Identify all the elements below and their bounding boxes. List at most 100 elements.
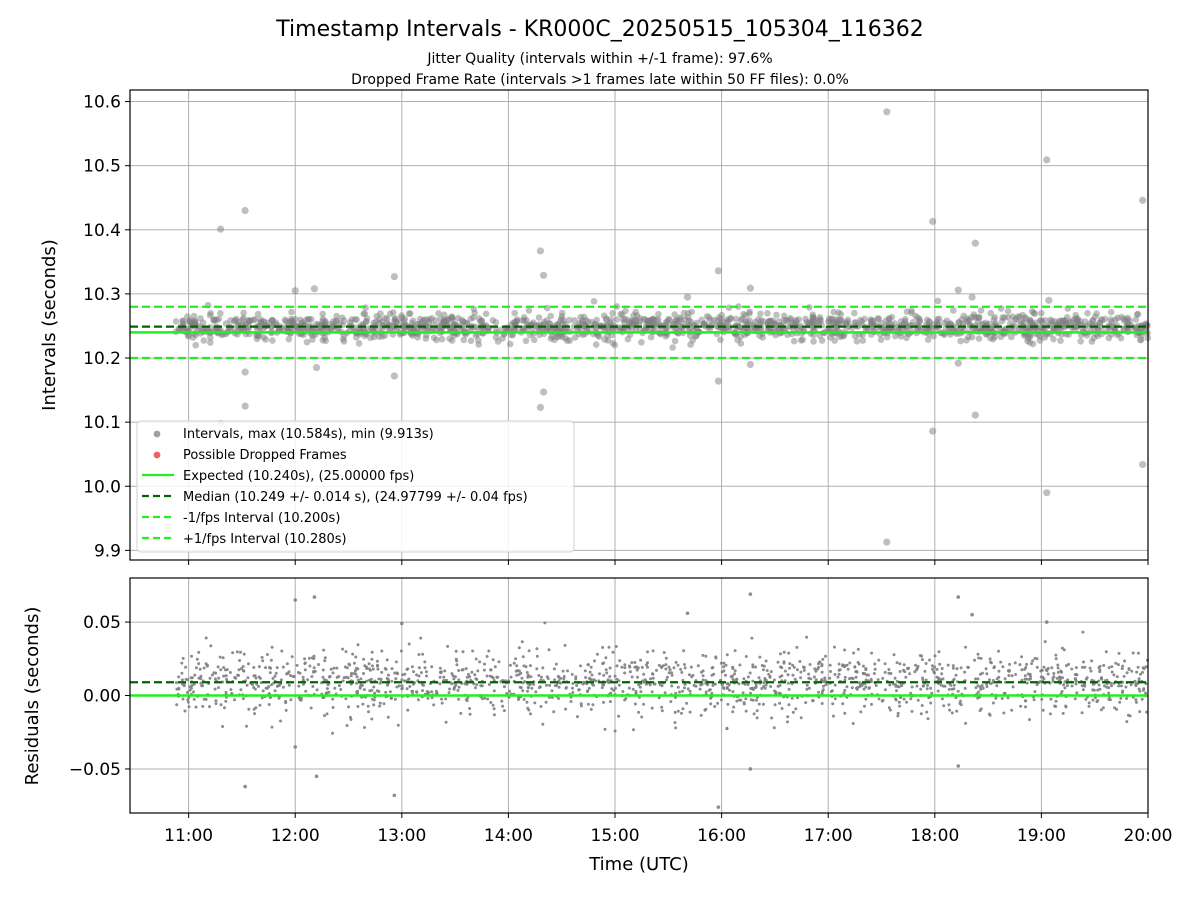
residual-point bbox=[897, 700, 901, 704]
residual-point bbox=[791, 663, 795, 667]
outlier-point bbox=[954, 359, 962, 367]
residual-point bbox=[247, 662, 250, 666]
interval-point bbox=[735, 303, 742, 310]
residual-point bbox=[438, 675, 442, 679]
residual-point bbox=[274, 671, 278, 675]
residual-point bbox=[795, 645, 799, 649]
residual-point bbox=[772, 726, 776, 730]
residual-point bbox=[786, 673, 790, 677]
residual-point bbox=[1142, 687, 1146, 691]
residual-point bbox=[465, 699, 469, 703]
interval-point bbox=[1056, 317, 1063, 325]
residual-point bbox=[690, 675, 694, 679]
residual-point bbox=[474, 657, 478, 661]
residual-point bbox=[237, 668, 241, 672]
residual-point bbox=[363, 726, 366, 729]
residual-point bbox=[487, 683, 491, 686]
residual-point bbox=[1024, 705, 1027, 709]
residual-point bbox=[829, 670, 832, 673]
residual-point bbox=[1062, 683, 1066, 687]
residual-point bbox=[997, 669, 1001, 673]
residual-point bbox=[491, 676, 495, 680]
residual-point bbox=[1049, 697, 1053, 701]
residual-point bbox=[233, 698, 236, 702]
residual-point bbox=[921, 678, 925, 682]
residual-point bbox=[731, 674, 734, 678]
residual-point bbox=[254, 706, 258, 710]
residual-point bbox=[491, 658, 495, 662]
residual-point bbox=[940, 672, 944, 676]
residual-point bbox=[355, 681, 359, 685]
residual-point bbox=[767, 672, 771, 676]
residual-point bbox=[483, 662, 486, 666]
residual-point bbox=[833, 645, 836, 649]
residual-point bbox=[1025, 681, 1029, 685]
outlier-point bbox=[312, 364, 321, 372]
y-tick-label: 0.05 bbox=[83, 613, 121, 633]
residual-point bbox=[933, 654, 937, 658]
y-tick-label: 10.6 bbox=[83, 93, 121, 113]
residual-point bbox=[681, 707, 685, 711]
outlier-point bbox=[716, 805, 721, 809]
residual-point bbox=[261, 659, 265, 663]
residual-point bbox=[790, 696, 794, 700]
interval-point bbox=[717, 336, 724, 344]
residual-point bbox=[805, 683, 809, 687]
residual-point bbox=[651, 676, 655, 680]
residual-point bbox=[869, 677, 873, 681]
residual-point bbox=[253, 674, 257, 678]
residual-point bbox=[444, 720, 448, 724]
outlier-point bbox=[956, 595, 961, 599]
residual-point bbox=[883, 688, 887, 692]
residual-point bbox=[704, 707, 708, 711]
residual-point bbox=[500, 699, 504, 703]
residual-point bbox=[910, 709, 914, 713]
residual-point bbox=[411, 689, 415, 693]
interval-point bbox=[780, 316, 788, 324]
residual-point bbox=[630, 675, 634, 679]
residual-point bbox=[279, 678, 283, 682]
interval-point bbox=[977, 307, 985, 314]
residual-point bbox=[430, 665, 434, 669]
residual-point bbox=[325, 691, 329, 695]
residual-point bbox=[870, 702, 873, 706]
residual-point bbox=[837, 672, 841, 676]
residual-point bbox=[395, 671, 399, 675]
residual-point bbox=[848, 661, 852, 665]
residual-point bbox=[754, 683, 758, 686]
outlier-point bbox=[883, 538, 891, 546]
residual-point bbox=[651, 649, 655, 653]
residual-point bbox=[660, 684, 664, 688]
residual-point bbox=[499, 680, 503, 684]
interval-point bbox=[851, 332, 859, 340]
residual-point bbox=[929, 701, 933, 705]
residual-point bbox=[603, 727, 607, 731]
residual-point bbox=[1003, 677, 1007, 681]
residual-point bbox=[1081, 630, 1085, 634]
residual-point bbox=[289, 698, 293, 702]
residual-point bbox=[331, 671, 335, 675]
residual-point bbox=[793, 677, 797, 681]
residual-point bbox=[354, 672, 358, 676]
residual-point bbox=[517, 646, 521, 650]
interval-point bbox=[744, 318, 751, 326]
interval-point bbox=[522, 337, 530, 345]
interval-point bbox=[790, 337, 798, 345]
interval-point bbox=[742, 312, 749, 319]
residual-point bbox=[533, 701, 537, 705]
residual-point bbox=[228, 671, 232, 674]
residual-point bbox=[928, 658, 931, 662]
residual-point bbox=[576, 715, 579, 719]
interval-point bbox=[607, 316, 615, 323]
interval-point bbox=[217, 310, 224, 317]
interval-point bbox=[632, 308, 639, 316]
residual-point bbox=[370, 650, 374, 654]
residual-point bbox=[679, 667, 683, 671]
residual-point bbox=[268, 696, 272, 700]
outlier-point bbox=[929, 427, 937, 435]
residual-point bbox=[761, 668, 765, 672]
interval-point bbox=[957, 337, 964, 345]
residual-point bbox=[590, 673, 594, 677]
residual-point bbox=[894, 697, 898, 701]
interval-point bbox=[329, 318, 337, 325]
